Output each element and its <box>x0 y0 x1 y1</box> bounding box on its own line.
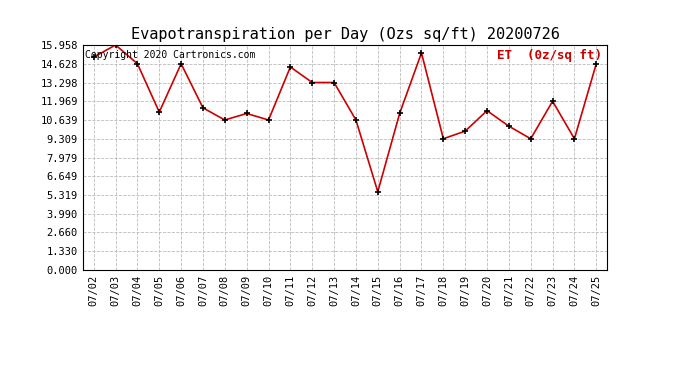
Text: Copyright 2020 Cartronics.com: Copyright 2020 Cartronics.com <box>86 50 256 60</box>
Text: ET  (0z/sq ft): ET (0z/sq ft) <box>497 50 602 63</box>
Title: Evapotranspiration per Day (Ozs sq/ft) 20200726: Evapotranspiration per Day (Ozs sq/ft) 2… <box>130 27 560 42</box>
